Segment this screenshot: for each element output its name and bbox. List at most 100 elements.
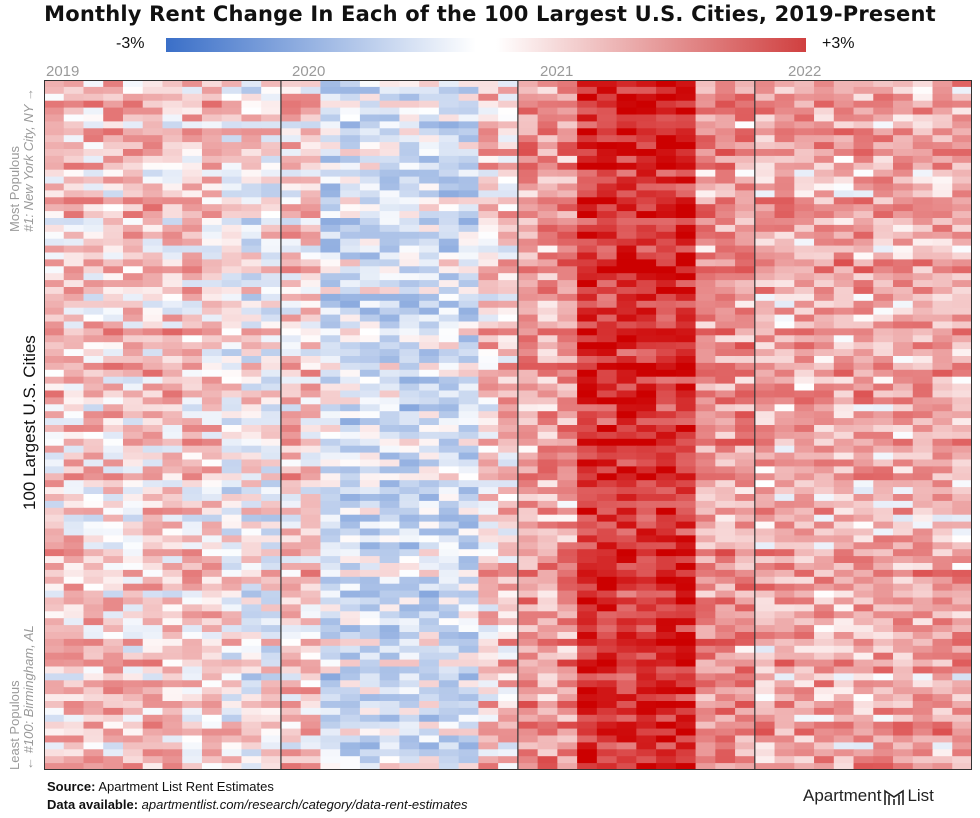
heatmap-cell — [853, 721, 874, 730]
data-link[interactable]: apartmentlist.com/research/category/data… — [141, 797, 468, 812]
heatmap-cell — [359, 135, 381, 143]
heatmap-cell — [537, 397, 558, 405]
heatmap-cell — [221, 390, 243, 398]
heatmap-cell — [853, 224, 874, 233]
heatmap-cell — [399, 494, 420, 502]
heatmap-cell — [932, 280, 953, 288]
heatmap-cell — [201, 701, 223, 709]
heatmap-cell — [162, 652, 183, 661]
heatmap-cell — [912, 266, 934, 274]
heatmap-cell — [656, 149, 677, 157]
heatmap-cell — [656, 169, 677, 178]
heatmap-cell — [340, 494, 361, 502]
heatmap-cell — [636, 590, 657, 599]
heatmap-cell — [221, 238, 243, 247]
heatmap-cell — [359, 549, 381, 557]
heatmap-cell — [932, 356, 953, 364]
heatmap-cell — [162, 604, 183, 612]
bottom-city-label: #100: Birmingham, AL — [21, 625, 36, 754]
heatmap-cell — [853, 528, 874, 536]
heatmap-cell — [932, 218, 953, 226]
heatmap-cell — [261, 473, 282, 481]
heatmap-cell — [320, 721, 341, 730]
heatmap-cell — [932, 714, 953, 723]
heatmap-cell — [675, 314, 697, 323]
heatmap-cell — [103, 549, 124, 557]
heatmap-cell — [142, 549, 164, 557]
heatmap-cell — [44, 245, 65, 254]
heatmap-cell — [932, 397, 953, 405]
heatmap-cell — [241, 452, 262, 461]
heatmap-cell — [656, 431, 677, 440]
heatmap-cell — [873, 721, 894, 730]
heatmap-cell — [320, 356, 341, 364]
heatmap-cell — [182, 528, 203, 536]
heatmap-cell — [142, 349, 164, 357]
heatmap-cell — [261, 307, 282, 316]
heatmap-cell — [853, 666, 874, 674]
heatmap-cell — [893, 583, 914, 592]
heatmap-cell — [63, 632, 85, 640]
heatmap-cell — [201, 535, 223, 543]
heatmap-cell — [399, 231, 420, 240]
heatmap-cell — [517, 590, 539, 599]
heatmap-cell — [952, 314, 972, 323]
heatmap-cell — [261, 411, 282, 419]
heatmap-cell — [596, 611, 618, 619]
heatmap-cell — [359, 100, 381, 109]
heatmap-cell — [912, 273, 934, 281]
heatmap-cell — [142, 763, 164, 770]
heatmap-cell — [241, 549, 262, 557]
heatmap-cell — [122, 176, 144, 185]
heatmap-cell — [162, 645, 183, 654]
heatmap-cell — [498, 431, 519, 440]
heatmap-cell — [774, 701, 795, 709]
heatmap-cell — [675, 383, 697, 392]
heatmap-cell — [557, 397, 578, 405]
heatmap-cell — [754, 452, 776, 461]
heatmap-cell — [478, 128, 499, 136]
heatmap-cell — [103, 721, 124, 730]
heatmap-cell — [596, 100, 618, 109]
heatmap-cell — [359, 411, 381, 419]
heatmap-cell — [774, 335, 795, 343]
heatmap-cell — [300, 155, 322, 164]
heatmap-cell — [636, 411, 657, 419]
heatmap-cell — [932, 721, 953, 730]
heatmap-cell — [912, 93, 934, 102]
heatmap-cell — [44, 328, 65, 336]
heatmap-cell — [774, 190, 795, 198]
heatmap-cell — [557, 162, 578, 171]
heatmap-cell — [754, 542, 776, 550]
heatmap-cell — [912, 142, 934, 150]
heatmap-cell — [557, 659, 578, 668]
heatmap-cell — [182, 328, 203, 336]
heatmap-cell — [320, 183, 341, 191]
heatmap-cell — [912, 245, 934, 254]
heatmap-cell — [656, 121, 677, 129]
heatmap-cell — [182, 169, 203, 178]
heatmap-cell — [557, 128, 578, 136]
heatmap-cell — [221, 204, 243, 212]
heatmap-cell — [300, 204, 322, 212]
heatmap-cell — [201, 142, 223, 150]
heatmap-cell — [498, 459, 519, 467]
heatmap-cell — [517, 528, 539, 536]
heatmap-cell — [44, 466, 65, 474]
heatmap-cell — [735, 128, 756, 136]
heatmap-cell — [952, 300, 972, 309]
heatmap-cell — [636, 763, 657, 770]
heatmap-cell — [715, 197, 736, 205]
heatmap-cell — [438, 252, 460, 260]
heatmap-cell — [932, 183, 953, 191]
heatmap-cell — [853, 273, 874, 281]
heatmap-cell — [715, 576, 736, 585]
heatmap-cell — [577, 645, 598, 654]
heatmap-cell — [735, 300, 756, 309]
heatmap-cell — [142, 204, 164, 212]
heatmap-cell — [754, 183, 776, 191]
heatmap-cell — [912, 687, 934, 695]
heatmap-cell — [932, 645, 953, 654]
heatmap-cell — [44, 638, 65, 647]
heatmap-cell — [616, 183, 637, 191]
